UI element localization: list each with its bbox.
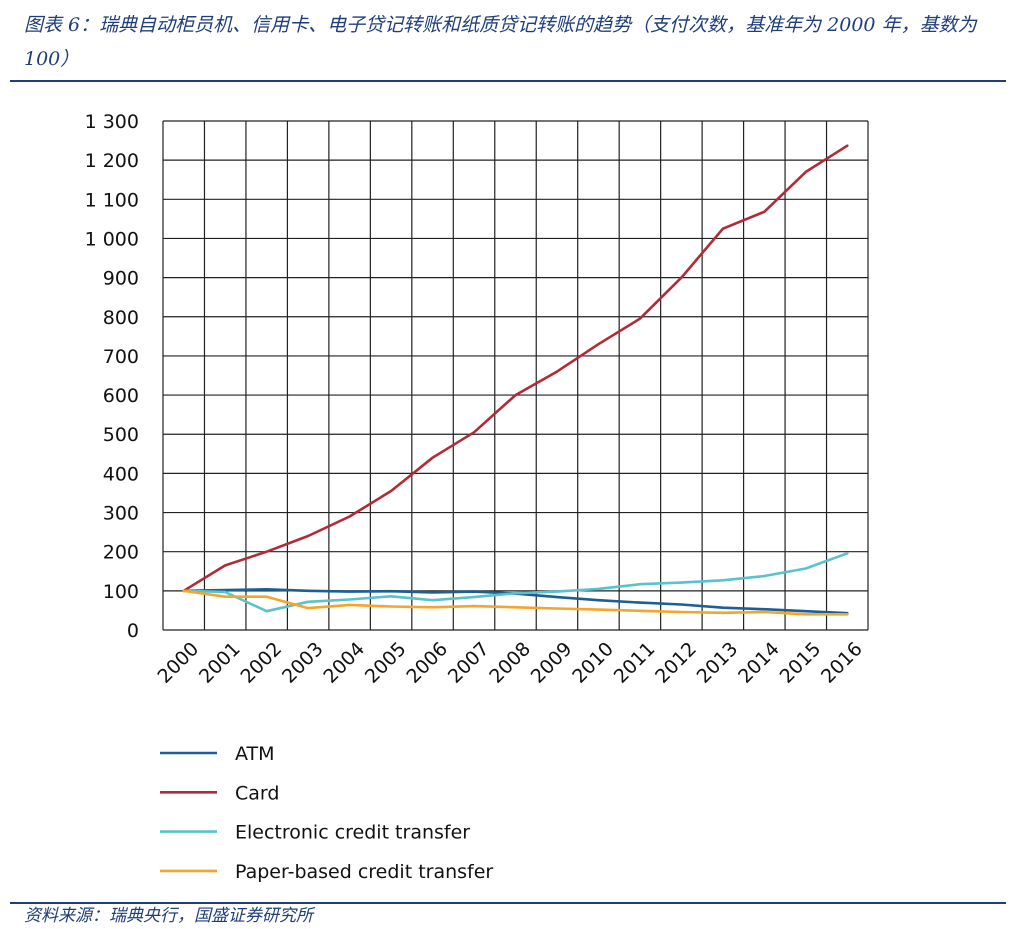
y-tick-label-2: 200 <box>103 542 139 564</box>
x-tick-label-2010: 2010 <box>568 638 618 688</box>
x-tick-label-2002: 2002 <box>236 638 286 688</box>
top-rule <box>10 80 1006 82</box>
x-tick-label-2005: 2005 <box>361 638 411 688</box>
y-axis-tick-labels: 0 100 200 300 400 500 600 700 800 900 1 000 1 100 1 … <box>85 111 139 642</box>
legend-label-card: Card <box>235 782 279 804</box>
y-tick-label-1: 100 <box>103 581 139 603</box>
y-tick-label-9: 900 <box>103 268 139 290</box>
x-tick-label-2012: 2012 <box>651 638 701 688</box>
figure-title: 图表 6：瑞典自动柜员机、信用卡、电子贷记转账和纸质贷记转账的趋势（支付次数，基… <box>24 14 977 70</box>
x-tick-label-2016: 2016 <box>817 638 867 688</box>
x-tick-label-2015: 2015 <box>776 638 826 688</box>
y-tick-label-8: 800 <box>103 307 139 329</box>
y-tick-label-10: 1 000 <box>85 228 139 250</box>
bottom-rule <box>10 902 1006 904</box>
y-tick-label-4: 400 <box>103 463 139 485</box>
x-tick-label-2013: 2013 <box>693 638 743 688</box>
y-tick-label-0: 0 <box>127 620 139 642</box>
legend-label-atm: ATM <box>235 743 275 765</box>
x-tick-label-2006: 2006 <box>402 638 452 688</box>
x-tick-label-2009: 2009 <box>527 638 577 688</box>
x-tick-label-2014: 2014 <box>734 638 784 688</box>
x-tick-label-2000: 2000 <box>154 638 204 688</box>
legend-label-paper-based-credit-transfer: Paper-based credit transfer <box>235 861 493 883</box>
x-tick-label-2011: 2011 <box>610 638 660 688</box>
series-line-paper-based-credit-transfer <box>182 589 849 616</box>
x-tick-label-2007: 2007 <box>444 638 494 688</box>
series-line-card <box>182 144 849 593</box>
series-lines <box>182 144 849 616</box>
x-axis-tick-labels: 2000200120022003200420052006200720082009… <box>154 638 867 688</box>
y-tick-label-6: 600 <box>103 385 139 407</box>
y-tick-label-5: 500 <box>103 424 139 446</box>
x-tick-label-2003: 2003 <box>278 638 328 688</box>
x-tick-label-2004: 2004 <box>319 638 369 688</box>
figure-source: 资料来源：瑞典央行，国盛证券研究所 <box>24 906 313 926</box>
x-tick-label-2001: 2001 <box>195 638 245 688</box>
legend-label-electronic-credit-transfer: Electronic credit transfer <box>235 822 470 844</box>
y-tick-label-7: 700 <box>103 346 139 368</box>
y-tick-label-11: 1 100 <box>85 189 139 211</box>
grid-lines <box>162 120 869 631</box>
legend: ATM Card Electronic credit transfer Paper-b… <box>160 743 493 883</box>
x-tick-label-2008: 2008 <box>485 638 535 688</box>
y-tick-label-3: 300 <box>103 503 139 525</box>
y-tick-label-13: 1 300 <box>85 111 139 133</box>
y-tick-label-12: 1 200 <box>85 150 139 172</box>
